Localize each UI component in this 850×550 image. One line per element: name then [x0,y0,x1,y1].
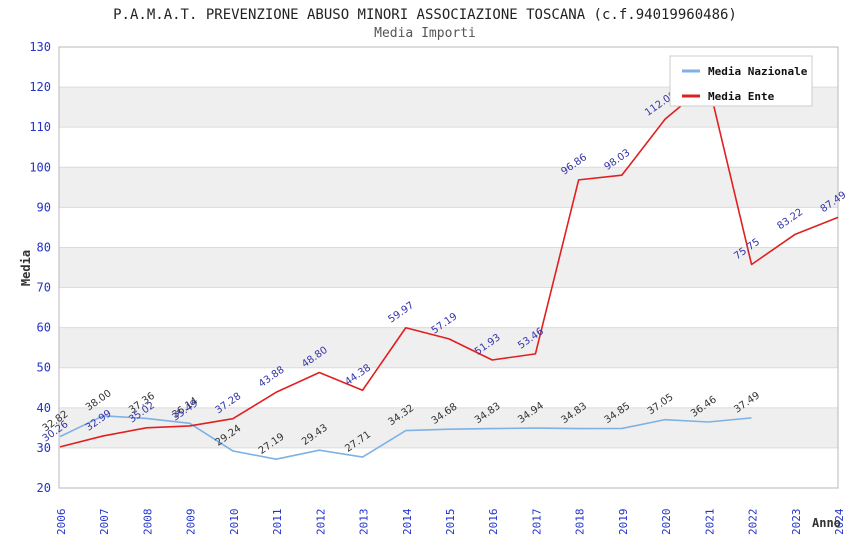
x-tick-label: 2020 [660,509,673,536]
x-tick-label: 2008 [141,509,154,536]
y-tick-label: 90 [37,200,51,214]
x-tick-label: 2012 [314,509,327,536]
y-tick-label: 40 [37,401,51,415]
x-tick-label: 2015 [444,509,457,536]
data-label: 43.88 [257,364,287,389]
y-tick-label: 20 [37,481,51,495]
page-title: P.A.M.A.T. PREVENZIONE ABUSO MINORI ASSO… [113,7,737,23]
x-tick-label: 2017 [530,509,543,536]
plot-border [58,46,839,489]
x-tick-label: 2009 [185,509,198,536]
x-axis-title: Anno [812,516,841,530]
y-axis-title: Media [19,250,33,286]
line-media-nazionale [59,415,752,460]
page-subtitle: Media Importi [374,26,476,41]
x-tick-label: 2021 [703,509,716,536]
legend-label: Media Ente [708,90,775,103]
data-label: 59.97 [386,300,416,325]
y-tick-label: 100 [29,160,51,174]
y-tick-label: 80 [37,240,51,254]
x-tick-label: 2014 [401,508,414,535]
y-tick-label: 50 [37,361,51,375]
plot-bands [59,87,838,448]
x-tick-label: 2016 [487,509,500,536]
legend-box [669,55,813,107]
x-tick-label: 2011 [271,509,284,536]
x-tick-label: 2024 [833,508,846,535]
y-tick-label: 130 [29,40,51,54]
data-label: 83.22 [775,207,805,232]
x-tick-label: 2022 [747,509,760,536]
x-tick-label: 2007 [98,509,111,536]
y-tick-label: 30 [37,441,51,455]
y-tick-label: 70 [37,281,51,295]
x-tick-label: 2010 [228,509,241,536]
x-tick-label: 2023 [790,509,803,536]
legend-item-media-nazionale: Media Nazionale [682,65,808,78]
legend-label: Media Nazionale [708,65,808,78]
chart-legend: Media Nazionale Media Ente [669,55,813,107]
x-tick-label: 2006 [55,509,68,536]
y-axis-ticks: 20 30 40 50 60 70 80 90 100 110 120 130 [29,40,51,495]
x-tick-label: 2018 [574,509,587,536]
y-tick-label: 60 [37,321,51,335]
x-axis-ticks: 2006 2007 2008 2009 2010 2011 2012 2013 2014 2015… [55,508,846,535]
x-tick-label: 2019 [617,509,630,536]
legend-item-media-ente: Media Ente [682,90,775,103]
x-tick-label: 2013 [358,509,371,536]
y-tick-label: 120 [29,80,51,94]
y-tick-label: 110 [29,120,51,134]
